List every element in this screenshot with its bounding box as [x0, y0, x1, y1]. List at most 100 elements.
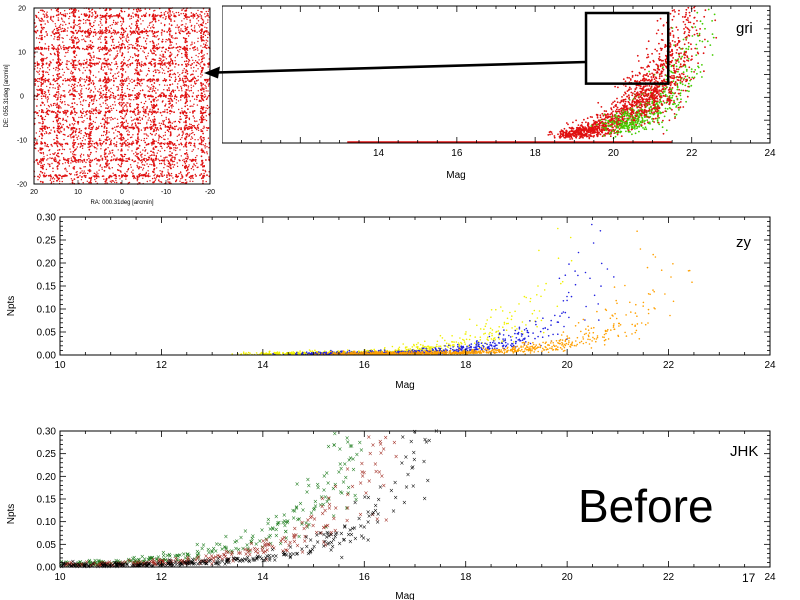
inset-point — [119, 51, 121, 53]
gri-point-red — [553, 136, 556, 139]
gri-point-red — [569, 138, 571, 140]
gri-point-red — [645, 111, 648, 114]
inset-point — [70, 162, 72, 164]
inset-point — [176, 165, 179, 168]
inset-point — [125, 109, 128, 112]
gri-point-red — [635, 115, 638, 118]
inset-point — [130, 99, 132, 101]
gri-point-red — [646, 116, 648, 118]
inset-point — [77, 61, 80, 63]
inset-point — [178, 120, 180, 123]
gri-point-green — [673, 44, 675, 47]
gri-point-red — [669, 76, 672, 79]
inset-point — [174, 120, 177, 123]
gri-point-green — [609, 131, 612, 134]
inset-point — [171, 53, 173, 55]
inset-point — [203, 91, 205, 93]
inset-point — [188, 171, 190, 174]
inset-point — [131, 123, 134, 125]
inset-point — [208, 106, 210, 109]
inset-point — [157, 108, 159, 111]
inset-point — [39, 68, 41, 70]
gri-point-red — [679, 75, 682, 78]
inset-point — [113, 137, 115, 140]
gri-point-red — [581, 136, 584, 138]
inset-point — [76, 24, 78, 27]
inset-point — [110, 8, 112, 11]
gri-point-green — [610, 121, 612, 124]
inset-point — [105, 91, 108, 94]
gri-point-red — [673, 76, 676, 79]
gri-point-red — [678, 55, 681, 58]
inset-point — [197, 94, 200, 97]
inset-point — [115, 129, 117, 131]
inset-point — [117, 52, 119, 55]
inset-stripe-point — [184, 137, 186, 140]
inset-point — [52, 84, 54, 86]
inset-point — [135, 24, 137, 26]
inset-point — [84, 139, 87, 141]
inset-point — [207, 107, 209, 110]
inset-point — [144, 8, 146, 10]
inset-point — [169, 12, 171, 14]
inset-point — [37, 163, 39, 165]
inset-point — [167, 50, 169, 52]
gri-point-red — [668, 99, 671, 102]
inset-point — [175, 26, 177, 29]
gri-point-red — [643, 94, 645, 96]
inset-point — [180, 28, 182, 30]
gri-point-green — [656, 119, 659, 122]
inset-point — [95, 177, 98, 180]
gri-point-red — [565, 131, 567, 134]
inset-point — [61, 101, 64, 103]
inset-point — [47, 21, 49, 23]
inset-point — [148, 98, 150, 100]
inset-point — [81, 88, 83, 90]
inset-point — [65, 51, 67, 54]
inset-point — [102, 89, 104, 92]
inset-point — [45, 132, 48, 134]
inset-point — [46, 56, 48, 59]
inset-point — [183, 18, 185, 20]
inset-point — [202, 20, 205, 22]
inset-point — [188, 60, 191, 62]
inset-point — [76, 136, 78, 139]
inset-point — [34, 137, 37, 140]
inset-point — [119, 178, 121, 180]
inset-point — [52, 45, 55, 48]
inset-point — [65, 66, 68, 69]
gri-point-red — [628, 97, 630, 100]
inset-point — [79, 101, 82, 103]
inset-point — [114, 101, 116, 103]
inset-point — [62, 157, 65, 159]
gri-point-green — [696, 34, 699, 37]
inset-point — [99, 36, 101, 38]
inset-stripe-point — [200, 35, 203, 37]
inset-point — [152, 70, 155, 73]
inset-point — [124, 140, 127, 142]
inset-stripe-point — [186, 132, 188, 135]
inset-point — [186, 149, 188, 151]
gri-point-red — [618, 123, 620, 125]
inset-point — [188, 90, 191, 92]
inset-point — [143, 139, 145, 142]
inset-point — [180, 24, 183, 26]
inset-point — [37, 114, 39, 117]
inset-point — [125, 27, 128, 30]
gri-point-red — [596, 113, 599, 116]
gri-point-red — [688, 11, 691, 14]
inset-point — [180, 13, 182, 15]
inset-point — [43, 104, 46, 106]
gri-point-red — [646, 56, 648, 59]
inset-point — [135, 126, 137, 128]
inset-point — [62, 133, 64, 136]
inset-point — [173, 97, 176, 100]
inset-point — [51, 19, 53, 21]
gri-point-red — [677, 68, 680, 71]
inset-point — [132, 134, 134, 136]
gri-point-red — [690, 48, 693, 50]
gri-point-red — [624, 100, 627, 103]
inset-point — [126, 102, 128, 104]
inset-stripe-point — [147, 174, 150, 177]
inset-point — [80, 156, 82, 158]
